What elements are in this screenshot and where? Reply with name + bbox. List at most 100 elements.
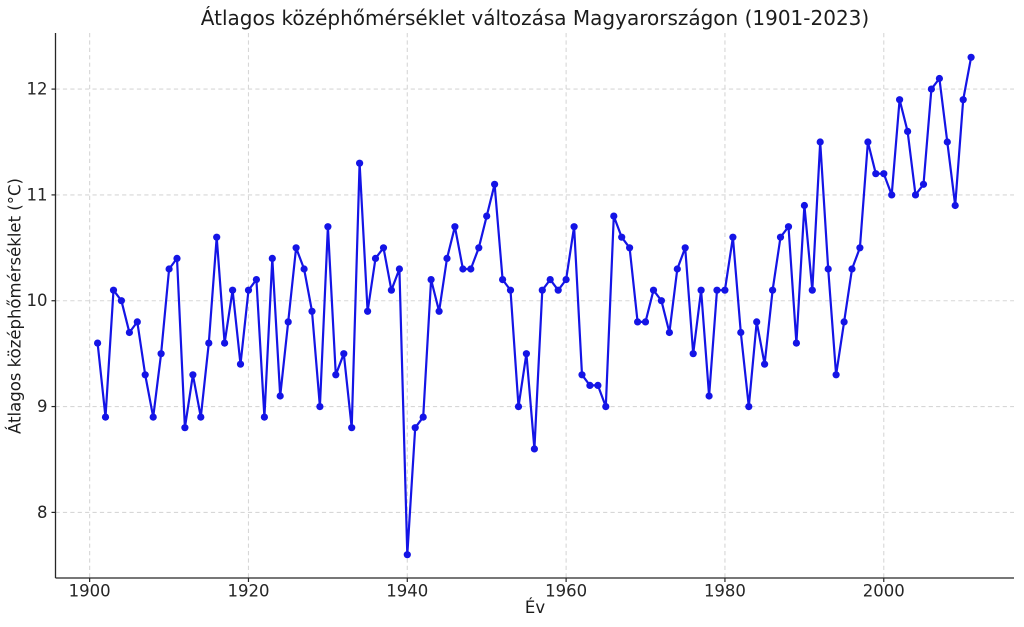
- data-point: [546, 276, 554, 284]
- data-point: [673, 265, 681, 273]
- data-point: [117, 297, 125, 305]
- data-point: [292, 244, 300, 252]
- data-point: [316, 403, 324, 411]
- data-line: [96, 57, 973, 556]
- data-point: [776, 233, 785, 241]
- data-point: [769, 286, 777, 294]
- data-point: [967, 53, 975, 61]
- data-point: [403, 551, 411, 559]
- data-point: [610, 212, 618, 220]
- data-point: [713, 286, 721, 294]
- data-point: [911, 191, 920, 199]
- data-point: [101, 413, 110, 421]
- data-point: [856, 244, 864, 252]
- data-point: [681, 244, 689, 252]
- data-point: [475, 244, 483, 252]
- data-point: [125, 328, 133, 337]
- data-point: [880, 170, 888, 178]
- y-tick-label: 10: [27, 291, 48, 310]
- x-tick-label: 2000: [863, 582, 905, 601]
- data-point: [427, 276, 435, 284]
- data-point: [483, 212, 491, 220]
- data-point: [157, 350, 165, 358]
- data-point: [665, 328, 674, 337]
- y-tick-label: 11: [27, 185, 48, 204]
- data-point: [697, 286, 705, 294]
- data-point: [379, 244, 388, 252]
- data-point: [284, 318, 292, 326]
- y-tick-label: 9: [37, 397, 48, 416]
- data-point: [371, 254, 380, 262]
- data-point: [562, 276, 570, 284]
- data-point: [173, 254, 181, 262]
- data-point: [213, 233, 221, 241]
- data-point: [840, 318, 848, 326]
- data-point: [229, 286, 237, 294]
- x-tick-label: 1980: [704, 582, 746, 601]
- data-point: [189, 371, 197, 379]
- data-point: [94, 339, 102, 347]
- data-point: [491, 180, 499, 188]
- data-point: [816, 138, 824, 146]
- data-point: [721, 286, 729, 294]
- data-point: [530, 445, 539, 453]
- data-point: [499, 276, 507, 284]
- data-point: [221, 339, 229, 347]
- data-point: [443, 254, 451, 262]
- data-point: [109, 286, 118, 294]
- data-point: [800, 201, 809, 210]
- data-point: [649, 286, 658, 294]
- data-point: [729, 233, 737, 241]
- data-point: [935, 74, 944, 83]
- data-point: [689, 350, 697, 358]
- data-point: [324, 223, 332, 231]
- data-point: [459, 265, 467, 273]
- data-point: [634, 318, 642, 326]
- data-point: [149, 413, 157, 421]
- data-point: [570, 223, 578, 231]
- data-point: [451, 223, 459, 231]
- data-point: [244, 286, 253, 294]
- data-point: [864, 138, 872, 146]
- x-axis-label: Év: [524, 598, 546, 617]
- data-point: [411, 424, 419, 432]
- data-point: [364, 307, 372, 315]
- data-point: [514, 403, 523, 411]
- data-point: [276, 392, 284, 400]
- data-point: [236, 360, 245, 368]
- data-point: [602, 403, 610, 411]
- data-point: [133, 318, 141, 326]
- data-point: [395, 265, 403, 273]
- x-tick-label: 1960: [545, 582, 587, 601]
- data-point: [784, 223, 793, 231]
- data-point: [888, 191, 896, 199]
- data-point: [848, 265, 856, 273]
- data-point: [332, 371, 340, 379]
- data-point: [919, 180, 928, 188]
- data-point: [205, 339, 213, 347]
- data-point: [181, 424, 189, 432]
- data-point: [435, 307, 443, 315]
- data-point: [737, 328, 745, 337]
- data-point: [808, 286, 816, 294]
- y-tick-label: 12: [27, 80, 48, 99]
- data-point: [197, 413, 205, 421]
- data-point: [753, 318, 761, 326]
- chart-title: Átlagos középhőmérséklet változása Magya…: [200, 6, 870, 30]
- data-point: [745, 403, 753, 411]
- x-tick-label: 1900: [69, 582, 111, 601]
- data-point: [872, 170, 880, 178]
- data-point: [165, 265, 173, 273]
- data-point: [657, 297, 666, 305]
- data-point: [506, 286, 515, 294]
- data-point: [959, 96, 967, 104]
- data-point: [904, 127, 912, 135]
- data-point: [300, 265, 308, 273]
- data-point: [522, 350, 531, 358]
- data-point: [832, 371, 840, 379]
- x-tick-label: 1920: [227, 582, 269, 601]
- data-point: [554, 286, 562, 294]
- data-point: [578, 371, 586, 379]
